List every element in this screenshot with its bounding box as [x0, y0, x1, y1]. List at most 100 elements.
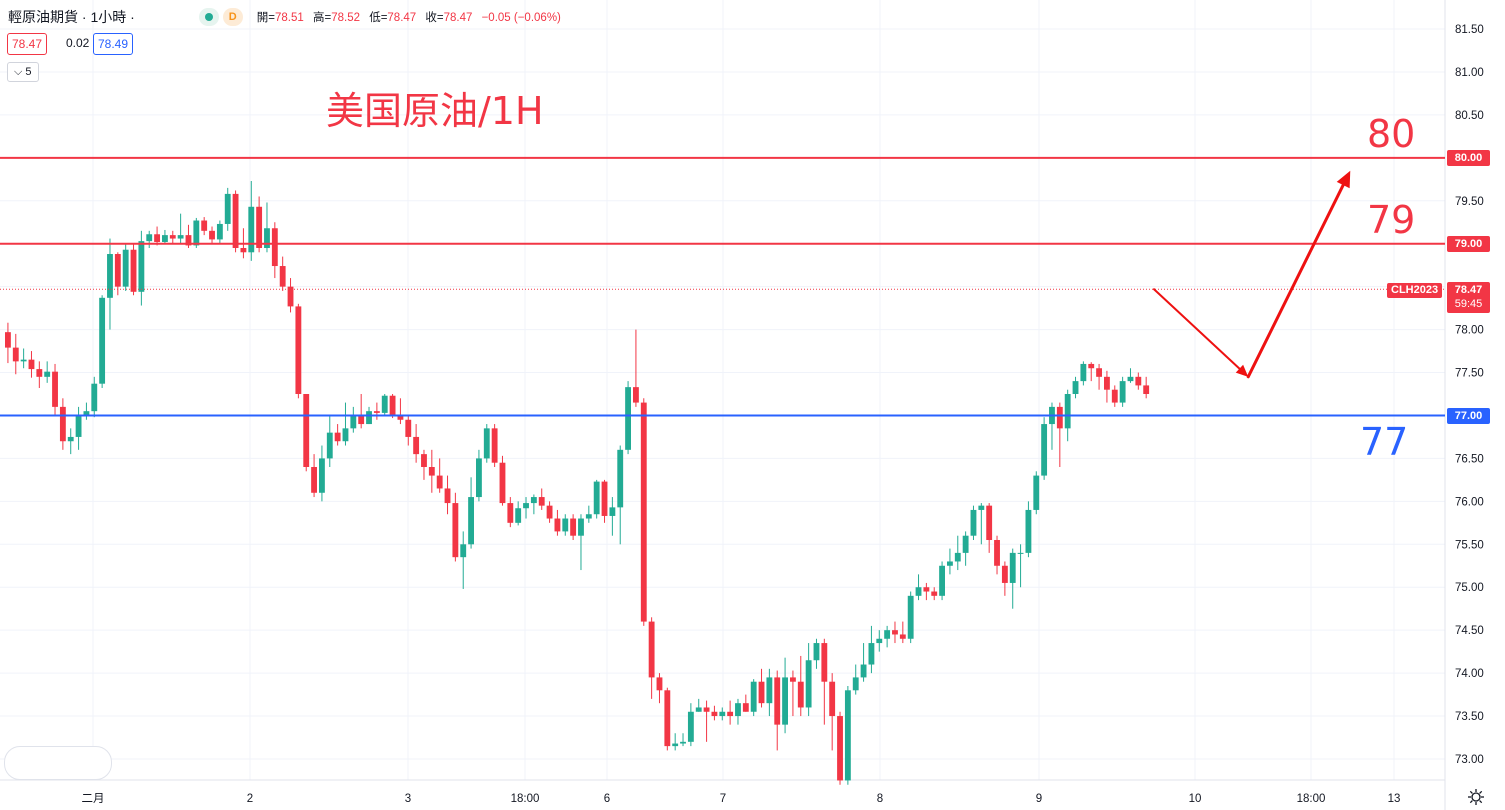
price-tick-label: 76.50	[1455, 453, 1484, 465]
candle-body	[483, 428, 490, 459]
high-key: 高	[312, 12, 325, 24]
candle-body	[256, 206, 263, 248]
candle-body	[805, 660, 812, 708]
candle-body	[476, 458, 482, 498]
candle-body	[303, 394, 310, 467]
indicators-toggle-button[interactable]: ⌵ 5	[7, 62, 39, 82]
candle-body	[852, 677, 859, 691]
candle-body	[59, 406, 66, 442]
candle-body	[860, 664, 867, 678]
candle-body	[735, 703, 741, 717]
price-tick-label: 73.50	[1455, 711, 1484, 723]
candle-body	[114, 254, 121, 287]
candle-body	[44, 371, 51, 377]
candle-body	[844, 690, 851, 781]
candle-body	[405, 419, 412, 437]
chart-annotation-title: 美国原油/1H	[326, 89, 544, 133]
candle-body	[319, 458, 325, 493]
candle-body	[216, 223, 223, 240]
candle-body	[271, 228, 278, 267]
candle-body	[326, 432, 333, 459]
candle-body	[373, 411, 380, 413]
candle-body	[609, 507, 616, 516]
candle-body	[923, 587, 930, 592]
candle-body	[719, 711, 726, 717]
candle-body	[766, 677, 773, 704]
chevron-down-icon: ⌵	[14, 66, 23, 78]
candle-body	[1025, 509, 1032, 553]
candle-body	[562, 518, 569, 532]
candle-body	[295, 306, 302, 394]
candle-body	[162, 235, 168, 242]
candle-body	[829, 681, 836, 717]
candle-body	[593, 481, 600, 515]
sell-price-button[interactable]: 78.47	[7, 33, 48, 55]
axis-tag-77: 77.00	[1447, 408, 1490, 424]
candle-body	[554, 518, 561, 532]
candle-body	[1088, 363, 1095, 369]
down-projection-arrow-head	[1235, 364, 1249, 377]
candle-body	[538, 497, 545, 506]
candle-body	[711, 711, 718, 717]
candle-body	[421, 454, 427, 467]
candle-body	[1033, 475, 1040, 510]
price-tick-label: 74.00	[1455, 668, 1484, 680]
candle-body	[703, 707, 710, 712]
axis-tag-80: 80.00	[1447, 150, 1490, 166]
candle-body	[201, 220, 208, 231]
candle-body	[530, 497, 537, 504]
candle-body	[633, 387, 639, 403]
close-key: 收	[425, 12, 437, 24]
candle-body	[460, 544, 467, 558]
candle-body	[99, 297, 106, 384]
candle-body	[1064, 394, 1071, 429]
spread-value: 0.02	[62, 33, 94, 53]
candle-body	[907, 595, 914, 639]
candle-body	[876, 638, 883, 644]
candle-body	[680, 741, 686, 744]
price-tick-label: 76.00	[1455, 496, 1484, 508]
candle-body	[5, 332, 11, 348]
buy-price-button[interactable]: 78.49	[93, 33, 134, 55]
candle-body	[1080, 363, 1087, 382]
candle-body	[672, 743, 679, 747]
candle-body	[758, 681, 765, 704]
close-value: 78.47	[443, 12, 473, 24]
candle-body	[185, 235, 192, 246]
candle-body	[515, 508, 522, 523]
last-price-value: 78.47	[1454, 284, 1483, 296]
candle-body	[452, 503, 459, 558]
candle-body	[617, 449, 624, 508]
gear-icon[interactable]	[1466, 787, 1486, 807]
candle-body	[209, 230, 215, 240]
candle-body	[601, 481, 608, 516]
high-value: 78.52	[331, 12, 360, 24]
candle-body	[986, 505, 993, 540]
candle-body	[1017, 552, 1024, 554]
market-status-icon[interactable]	[198, 8, 219, 26]
delayed-badge[interactable]: D	[222, 8, 243, 26]
time-tick-label: 7	[720, 793, 726, 805]
candle-body	[193, 220, 200, 246]
candle-body	[790, 677, 796, 682]
open-key: 開	[256, 12, 269, 24]
candle-body	[177, 235, 184, 239]
ohlc-values: 開=78.51 高=78.52 低=78.47 收=78.47 −0.05 (−…	[256, 12, 561, 24]
candle-body	[1104, 376, 1110, 390]
candle-body	[491, 428, 498, 463]
chart-navigation-pill[interactable]	[4, 746, 112, 780]
candle-body	[20, 359, 27, 362]
time-tick-label: 8	[877, 793, 883, 805]
price-tick-label: 78.00	[1455, 325, 1484, 337]
axis-tag-79: 79.00	[1447, 236, 1490, 252]
open-value: 78.51	[275, 12, 304, 24]
level-label-80: 80	[1367, 112, 1416, 156]
candle-body	[1119, 381, 1126, 403]
candle-body	[1096, 368, 1102, 377]
candle-body	[782, 677, 788, 725]
candle-body	[358, 415, 365, 425]
symbol-title[interactable]: 輕原油期貨 · 1小時 ·	[8, 9, 135, 25]
time-tick-label: 2	[247, 793, 253, 805]
chart-legend: 輕原油期貨 · 1小時 · D 開=78.51 高=78.52 低=78.47 …	[8, 7, 561, 27]
